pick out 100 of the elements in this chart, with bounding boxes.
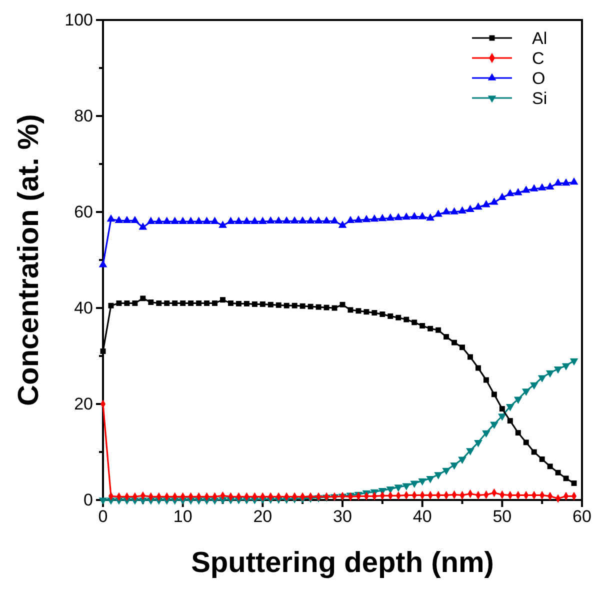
- point: [226, 216, 235, 224]
- point: [172, 300, 178, 306]
- point: [410, 212, 419, 220]
- point: [426, 476, 434, 484]
- point: [244, 300, 250, 306]
- point: [292, 302, 298, 308]
- y-tick-label: 100: [64, 10, 93, 30]
- point: [370, 214, 379, 222]
- point: [442, 468, 450, 476]
- point: [154, 216, 164, 224]
- point: [346, 216, 355, 224]
- point: [194, 216, 203, 224]
- point: [132, 300, 138, 306]
- point: [130, 216, 140, 224]
- point: [410, 480, 419, 488]
- y-tick-label: 0: [84, 490, 93, 510]
- point: [530, 382, 538, 390]
- point: [571, 480, 577, 486]
- point: [178, 216, 187, 224]
- x-axis-title: Sputtering depth (nm): [191, 547, 494, 579]
- point: [452, 340, 458, 346]
- point: [436, 327, 442, 333]
- point: [284, 302, 290, 308]
- x-tick-label: 30: [333, 507, 352, 526]
- point: [531, 449, 537, 455]
- point: [514, 188, 522, 196]
- point: [306, 216, 315, 224]
- point: [98, 498, 108, 505]
- point: [522, 186, 530, 193]
- point: [316, 304, 322, 310]
- point: [162, 216, 172, 224]
- point: [483, 377, 489, 383]
- point: [330, 216, 339, 224]
- point: [362, 214, 371, 222]
- point: [348, 307, 354, 313]
- legend-label: Si: [532, 89, 548, 108]
- point: [332, 305, 338, 311]
- point: [547, 464, 553, 470]
- point: [402, 483, 411, 490]
- y-tick-label: 60: [74, 202, 93, 222]
- point: [538, 183, 546, 190]
- point: [290, 216, 299, 224]
- point: [474, 202, 482, 210]
- y-tick-label: 20: [74, 394, 93, 414]
- point: [156, 300, 162, 306]
- point: [268, 302, 274, 308]
- point: [539, 456, 545, 462]
- point: [114, 216, 124, 224]
- point: [418, 212, 426, 220]
- point: [186, 216, 195, 224]
- point: [220, 297, 226, 303]
- legend-label: Al: [532, 29, 548, 48]
- legend-label: O: [532, 69, 546, 88]
- x-tick-label: 50: [492, 507, 512, 526]
- x-tick-label: 40: [412, 507, 432, 526]
- point: [180, 300, 186, 306]
- point: [394, 484, 403, 492]
- point: [164, 300, 170, 306]
- point: [266, 216, 275, 224]
- point: [258, 216, 267, 224]
- x-tick-label: 0: [98, 507, 108, 526]
- point: [426, 213, 434, 221]
- point: [442, 207, 450, 214]
- point: [402, 212, 411, 220]
- point: [538, 375, 546, 382]
- point: [124, 300, 130, 306]
- legend-label: C: [532, 49, 544, 68]
- point: [514, 396, 522, 404]
- point: [428, 326, 434, 332]
- point: [404, 316, 410, 322]
- point: [386, 213, 395, 221]
- point: [250, 216, 259, 224]
- point: [467, 354, 473, 360]
- point: [236, 300, 242, 306]
- point: [491, 392, 497, 398]
- point: [202, 216, 211, 224]
- point: [196, 300, 202, 306]
- point: [338, 220, 347, 228]
- point: [300, 303, 306, 309]
- point: [434, 210, 442, 217]
- point: [378, 214, 387, 222]
- point: [530, 184, 538, 192]
- point: [106, 214, 116, 222]
- point: [490, 422, 498, 429]
- point: [252, 301, 258, 307]
- point: [420, 323, 426, 328]
- point: [340, 302, 346, 308]
- point: [444, 334, 450, 340]
- point: [554, 366, 562, 374]
- point: [562, 363, 570, 370]
- point: [555, 470, 561, 476]
- point: [298, 216, 307, 224]
- point: [563, 476, 569, 482]
- point: [170, 216, 180, 224]
- point: [282, 216, 291, 224]
- point: [474, 440, 482, 448]
- point: [98, 260, 108, 268]
- point: [212, 300, 218, 306]
- point: [523, 440, 529, 446]
- point: [394, 212, 403, 220]
